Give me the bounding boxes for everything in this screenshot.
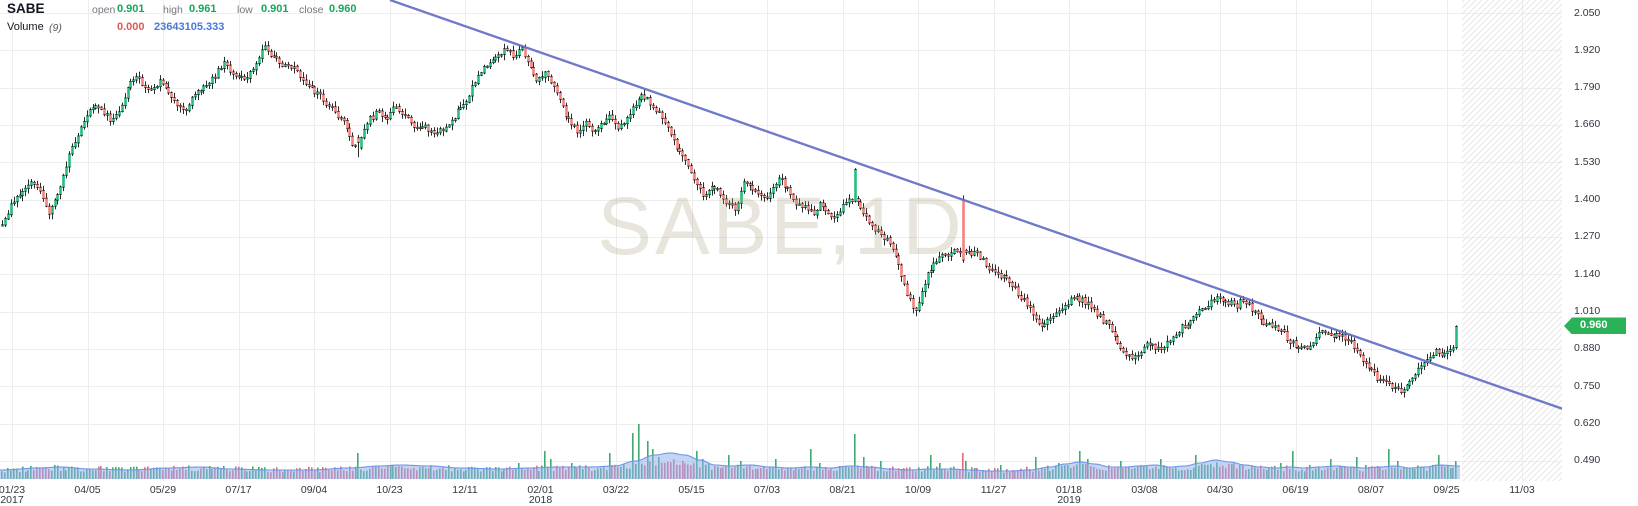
price-axis[interactable]: 0.960 2.050 1.920 1.790 1.660 1.530 1.400 1.27… xyxy=(1562,0,1638,481)
price-axis-label: 2.050 xyxy=(1574,6,1601,19)
high-value: 0.961 xyxy=(189,3,217,15)
last-price-tag: 0.960 xyxy=(1564,317,1626,335)
price-axis-label: 1.790 xyxy=(1574,81,1601,94)
time-axis-label: 12/11 xyxy=(452,484,478,496)
close-label: close xyxy=(299,4,324,16)
time-axis-label: 04/05 xyxy=(74,484,101,496)
price-axis-label: 1.530 xyxy=(1574,155,1601,168)
time-axis-label: 01/18 xyxy=(1055,484,1083,496)
time-axis-label: 01/23 xyxy=(0,484,26,496)
price-chart-canvas[interactable] xyxy=(0,0,1562,481)
time-axis-label: 08/07 xyxy=(1357,484,1385,496)
high-label: high xyxy=(163,4,183,16)
price-axis-label: 0.620 xyxy=(1574,417,1601,430)
time-axis-label: 06/19 xyxy=(1282,484,1309,496)
time-axis-label: 07/03 xyxy=(753,484,781,496)
time-axis-label: 07/17 xyxy=(225,484,252,496)
time-axis-label: 10/23 xyxy=(376,484,403,496)
time-axis-year: 2018 xyxy=(528,494,553,506)
time-axis-label: 09/25 xyxy=(1433,484,1460,496)
time-axis-label: 10/09 xyxy=(904,484,932,496)
volume-indicator-param: (9) xyxy=(49,22,62,34)
open-value: 0.901 xyxy=(117,3,145,15)
price-axis-label: 0.880 xyxy=(1574,342,1601,355)
close-value: 0.960 xyxy=(329,3,357,15)
price-axis-label: 1.920 xyxy=(1574,43,1601,56)
time-axis-label: 09/04 xyxy=(300,484,328,496)
time-axis-label: 02/01 xyxy=(527,484,554,496)
price-axis-label: 1.270 xyxy=(1574,230,1601,243)
open-label: open xyxy=(92,4,116,16)
time-axis-label: 05/15 xyxy=(678,484,705,496)
price-axis-label: 1.400 xyxy=(1574,193,1601,206)
symbol-title: SABE xyxy=(7,1,45,16)
low-value: 0.901 xyxy=(261,3,289,15)
price-axis-label: 0.750 xyxy=(1574,379,1601,392)
time-axis[interactable]: 01/23 2017 04/05 05/29 07/17 09/04 10/23 12/11 0… xyxy=(0,481,1638,506)
price-axis-label: 1.140 xyxy=(1574,267,1601,280)
low-label: low xyxy=(237,4,253,16)
time-axis-label: 11/27 xyxy=(980,484,1007,496)
price-axis-label: 1.660 xyxy=(1574,118,1601,131)
time-axis-year: 2017 xyxy=(0,494,24,506)
price-axis-label: 1.010 xyxy=(1574,305,1601,318)
price-axis-label: 0.490 xyxy=(1574,454,1601,467)
time-axis-label: 08/21 xyxy=(829,484,856,496)
volume-value: 0.000 xyxy=(117,21,145,33)
volume-ma-value: 23643105.333 xyxy=(154,21,225,33)
time-axis-label: 11/03 xyxy=(1509,484,1535,496)
time-axis-label: 03/08 xyxy=(1131,484,1158,496)
time-axis-label: 04/30 xyxy=(1206,484,1234,496)
time-axis-year: 2019 xyxy=(1057,494,1081,506)
time-axis-label: 03/22 xyxy=(602,484,630,496)
time-axis-label: 05/29 xyxy=(149,484,177,496)
last-price-value: 0.960 xyxy=(1580,319,1608,332)
volume-indicator-label: Volume xyxy=(7,21,44,33)
